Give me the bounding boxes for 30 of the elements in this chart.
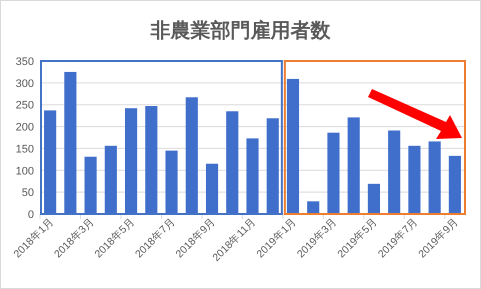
bar	[206, 164, 218, 214]
bar	[348, 117, 360, 214]
bar	[307, 201, 320, 214]
bar	[408, 146, 420, 214]
bar	[327, 132, 340, 214]
bar	[44, 110, 56, 214]
bar	[125, 108, 138, 214]
bar	[368, 184, 380, 214]
chart-title: 非農業部門雇用者数	[150, 19, 332, 42]
y-tick-label: 0	[28, 209, 34, 221]
bar	[145, 106, 158, 214]
y-tick-label: 250	[16, 100, 34, 112]
bar	[186, 97, 198, 214]
y-tick-label: 150	[16, 143, 34, 156]
y-tick-label: 350	[16, 56, 34, 68]
bar	[104, 146, 117, 214]
bar	[64, 72, 76, 214]
bar	[246, 138, 259, 214]
y-tick-label: 50	[22, 187, 34, 200]
bar	[388, 130, 400, 214]
bar	[165, 150, 178, 214]
bar	[448, 156, 461, 214]
bar	[428, 141, 441, 214]
bar	[266, 118, 279, 214]
y-tick-label: 100	[16, 165, 34, 178]
y-tick-label: 300	[16, 78, 34, 90]
bar	[226, 111, 238, 214]
bar	[84, 156, 97, 214]
bar	[286, 78, 300, 214]
y-tick-label: 200	[16, 122, 34, 134]
